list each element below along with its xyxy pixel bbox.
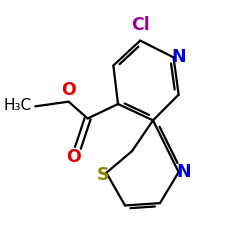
Text: N: N — [176, 163, 191, 181]
Text: H₃C: H₃C — [4, 98, 32, 114]
Text: O: O — [66, 148, 81, 166]
Text: N: N — [171, 48, 186, 66]
Text: O: O — [61, 82, 76, 100]
Text: Cl: Cl — [131, 16, 150, 34]
Text: S: S — [96, 166, 109, 184]
